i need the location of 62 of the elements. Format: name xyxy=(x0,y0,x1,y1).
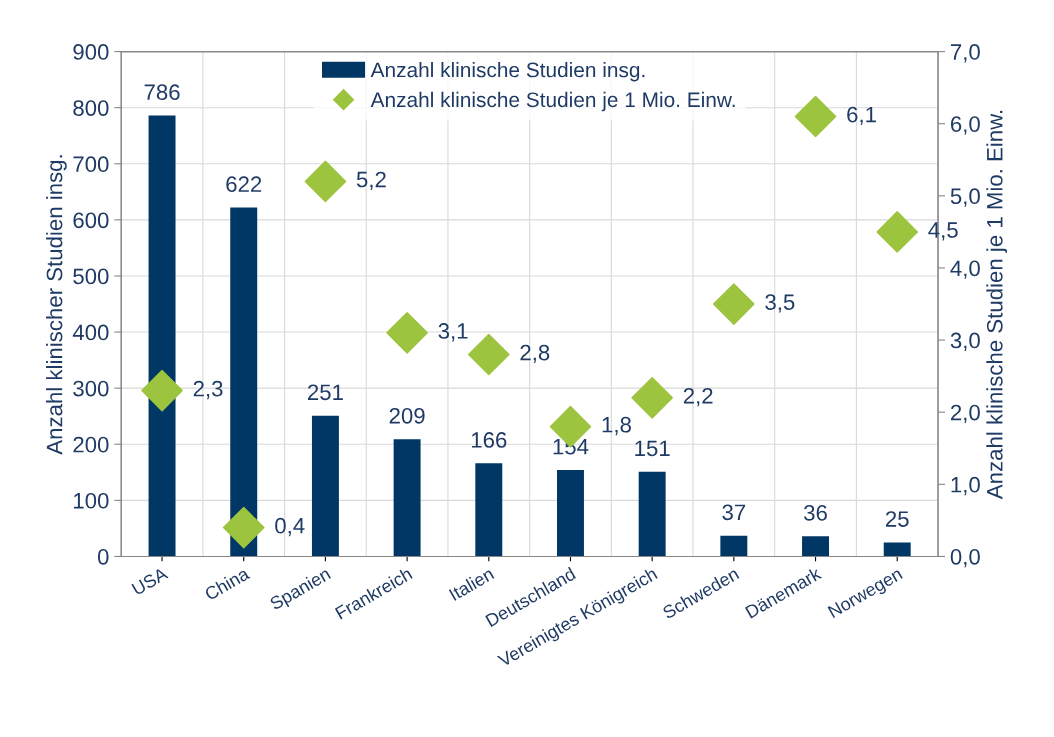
data-label: 6,1 xyxy=(847,106,876,126)
y-tick-label: 0 xyxy=(97,548,109,565)
point xyxy=(631,376,673,419)
bar xyxy=(393,439,421,557)
y-tick-label: 600 xyxy=(73,212,109,229)
y-tick-label: 100 xyxy=(74,492,109,509)
data-label: 3,5 xyxy=(765,294,795,313)
data-label: 4,5 xyxy=(928,222,958,241)
point xyxy=(467,333,510,376)
data-label: 25 xyxy=(885,511,909,527)
y-tick-label: 200 xyxy=(73,436,109,453)
data-label: 209 xyxy=(389,407,425,424)
x-tick-label: China xyxy=(203,566,251,601)
bar xyxy=(148,115,176,557)
point xyxy=(222,506,265,549)
y-tick-label: 900 xyxy=(73,44,109,60)
point xyxy=(304,160,347,203)
data-label: 5,2 xyxy=(356,171,386,190)
data-label: 37 xyxy=(722,504,746,521)
data-label: 151 xyxy=(635,440,670,457)
bar xyxy=(720,535,748,557)
data-label: 2,8 xyxy=(520,344,550,364)
y2-tick-label: 5,0 xyxy=(950,188,980,207)
data-label: 36 xyxy=(804,505,827,521)
point xyxy=(713,283,755,325)
data-label: 622 xyxy=(226,176,262,193)
y2-tick-label: 7,0 xyxy=(951,44,980,63)
y2-tick-label: 4,0 xyxy=(950,260,980,279)
y-tick-label: 300 xyxy=(73,380,109,397)
y2-tick-label: 2,0 xyxy=(950,404,980,424)
x-tick-label: USA xyxy=(131,566,169,596)
point xyxy=(141,369,183,412)
point xyxy=(386,312,428,354)
y-tick-label: 700 xyxy=(73,156,109,173)
bar xyxy=(557,470,584,557)
y2-tick-label: 0,0 xyxy=(950,548,980,568)
data-label: 251 xyxy=(308,384,343,401)
bar xyxy=(311,415,339,557)
data-label: 0,4 xyxy=(275,517,305,537)
y-tick-label: 500 xyxy=(73,268,109,285)
bar xyxy=(475,463,503,557)
point xyxy=(794,95,837,138)
data-label: 2,2 xyxy=(683,388,713,407)
y-tick-label: 400 xyxy=(72,324,109,341)
legend-label: Anzahl klinische Studien insg. xyxy=(370,62,645,82)
y2-tick-label: 3,0 xyxy=(950,332,980,351)
y2-tick-label: 6,0 xyxy=(950,116,980,135)
y2-axis-title: Anzahl klinische Studien je 1 Mio. Einw. xyxy=(986,110,1008,500)
bar xyxy=(230,207,258,557)
data-label: 166 xyxy=(471,432,507,448)
y-tick-label: 800 xyxy=(73,100,109,116)
data-label: 786 xyxy=(144,84,180,101)
bar xyxy=(802,536,830,557)
y-axis-title: Anzahl klinischer Studien insg. xyxy=(46,155,67,455)
data-label: 3,1 xyxy=(438,323,468,342)
legend-label: Anzahl klinische Studien je 1 Mio. Einw. xyxy=(370,91,735,112)
data-label: 1,8 xyxy=(602,416,631,436)
y2-tick-label: 1,0 xyxy=(951,476,980,496)
bar xyxy=(638,471,666,557)
bar xyxy=(883,542,911,557)
data-label: 2,3 xyxy=(193,380,223,400)
point xyxy=(876,211,919,253)
